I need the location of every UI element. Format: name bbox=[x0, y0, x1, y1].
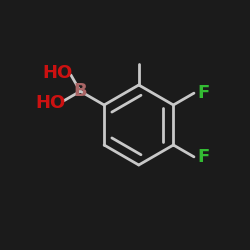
Text: HO: HO bbox=[35, 94, 65, 112]
Text: F: F bbox=[197, 84, 209, 102]
Text: HO: HO bbox=[42, 64, 72, 82]
Text: F: F bbox=[197, 148, 209, 166]
Text: B: B bbox=[74, 82, 87, 100]
